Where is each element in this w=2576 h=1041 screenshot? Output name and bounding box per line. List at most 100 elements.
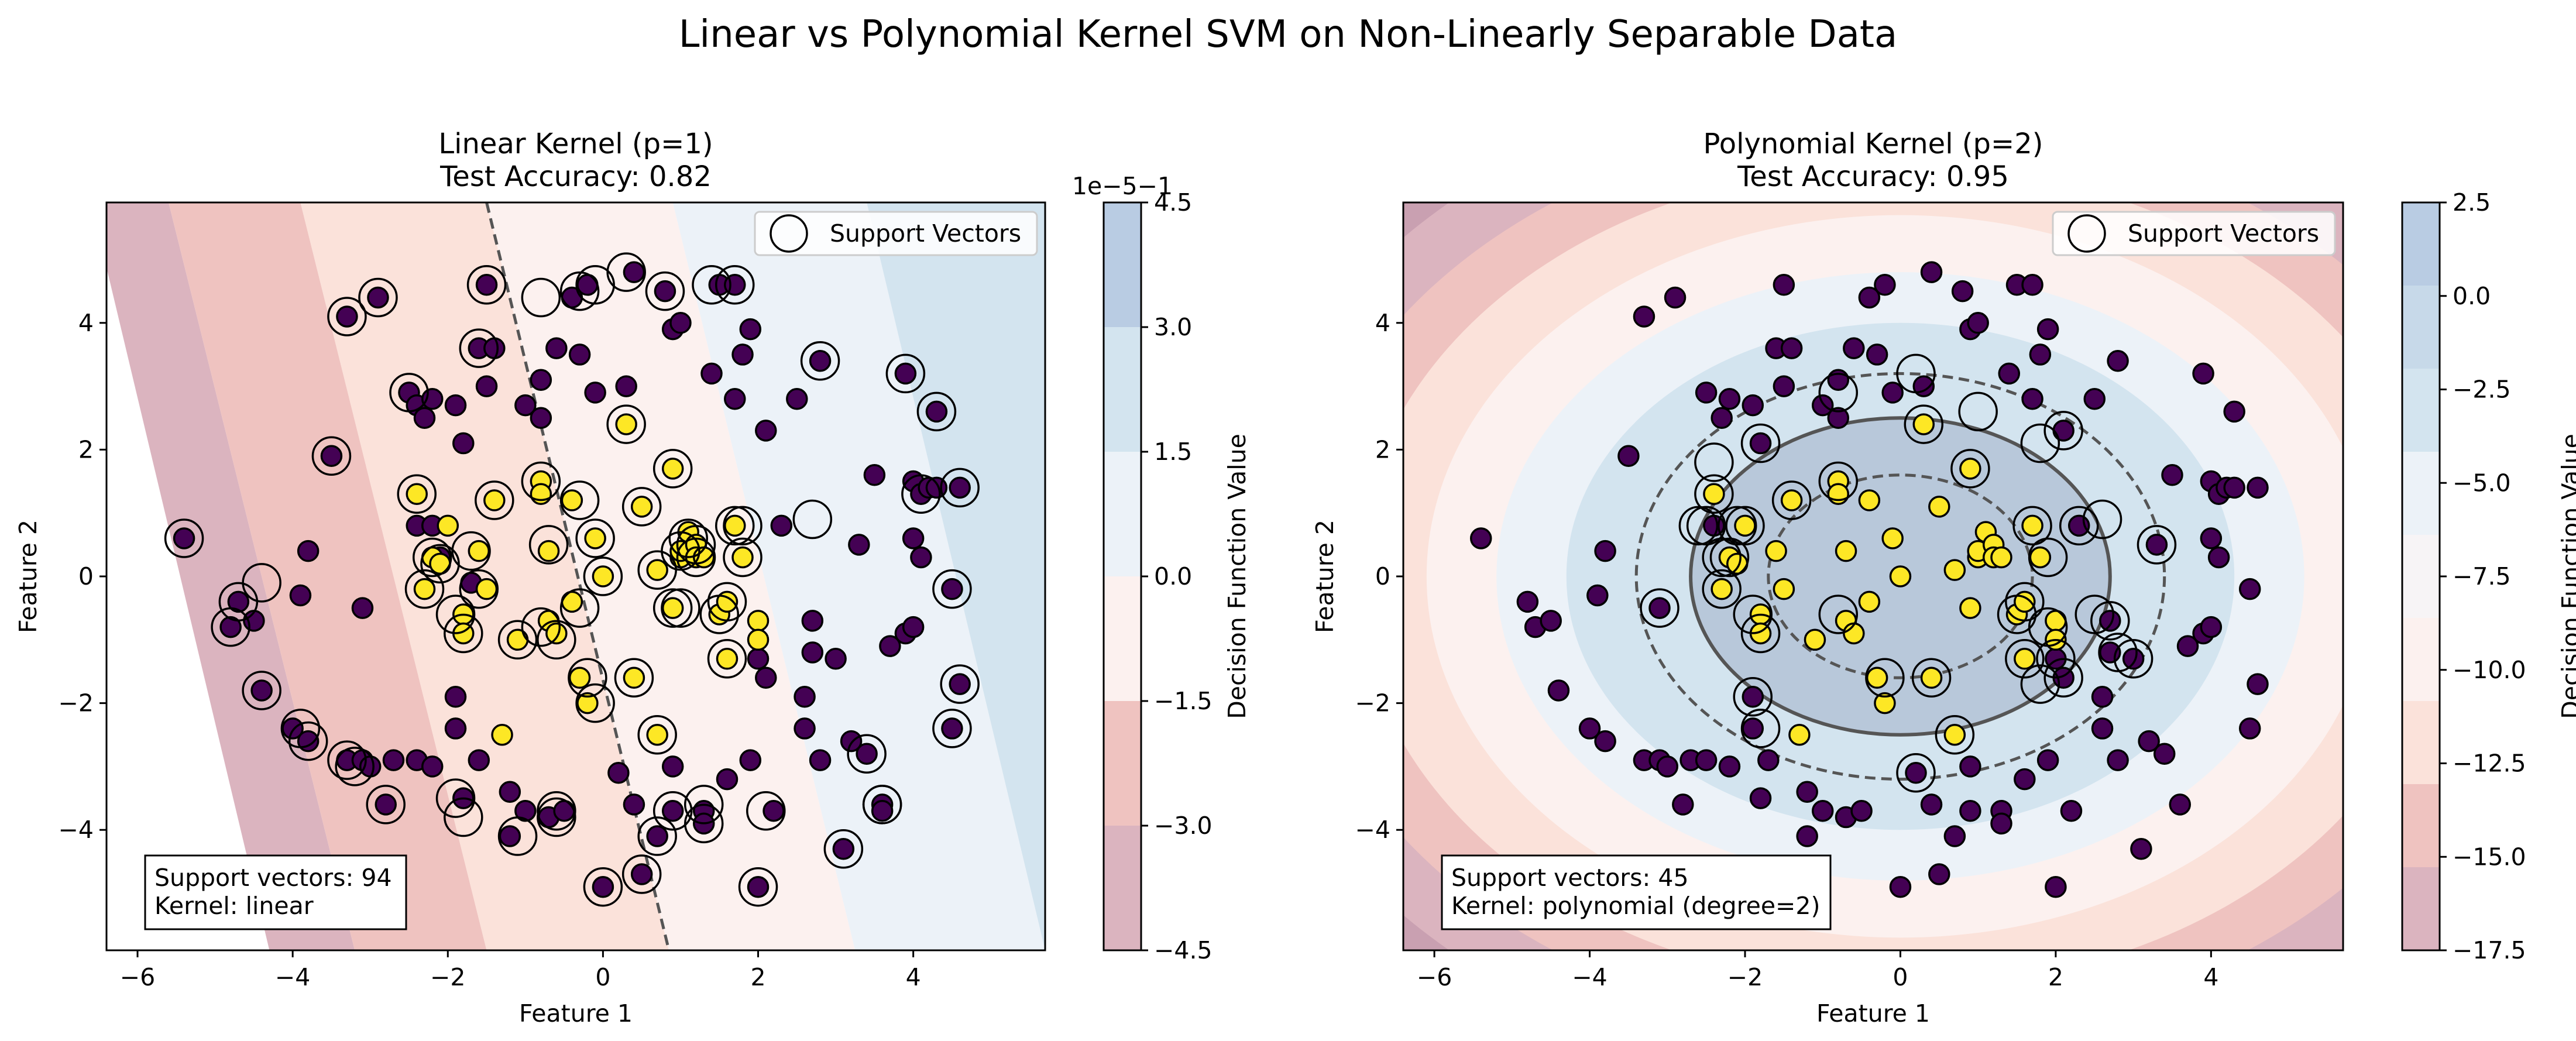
- data-point-class-0: [2060, 799, 2083, 822]
- data-point-class-0: [2153, 743, 2176, 765]
- support-vector-marker: [792, 499, 833, 540]
- data-point-class-0: [444, 686, 467, 708]
- data-point-class-0: [1757, 749, 1780, 771]
- panel-title: Linear Kernel (p=1): [438, 128, 713, 160]
- colorbar-tick-label: −4.5: [1154, 936, 1213, 964]
- data-point-class-0: [2014, 768, 2036, 791]
- decision-boundary: [485, 202, 671, 950]
- data-point-class-1: [1835, 540, 1857, 562]
- data-point-class-0: [553, 799, 575, 822]
- support-vector-marker: [1740, 613, 1781, 654]
- support-vector-marker: [1678, 506, 1719, 546]
- support-vector-marker: [652, 449, 693, 489]
- y-axis-label: Feature 2: [1311, 520, 1339, 633]
- data-point-class-0: [514, 394, 537, 417]
- data-point-class-0: [794, 686, 816, 708]
- data-point-class-0: [1827, 407, 1850, 429]
- support-vector-marker: [652, 791, 693, 831]
- x-tick-label: −2: [430, 963, 465, 991]
- support-vector-marker: [1733, 595, 1773, 634]
- data-point-class-0: [801, 610, 824, 632]
- data-point-class-0: [1780, 337, 1803, 359]
- data-point-class-0: [1811, 394, 1834, 417]
- support-vector-marker: [583, 556, 623, 596]
- colorbar-tick-label: −1.5: [1154, 687, 1213, 715]
- y-tick-label: −2: [1355, 689, 1390, 717]
- data-point-class-0: [1594, 540, 1616, 562]
- data-point-class-0: [452, 432, 475, 455]
- support-vector-marker: [521, 461, 561, 501]
- data-point-class-0: [2052, 420, 2074, 442]
- data-point-class-0: [1695, 749, 1718, 771]
- data-point-class-1: [1788, 724, 1811, 746]
- data-point-class-0: [1656, 755, 1679, 778]
- support-vector-marker: [537, 797, 576, 837]
- data-point-class-0: [421, 755, 444, 778]
- y-tick-label: 2: [1375, 435, 1390, 463]
- data-point-class-1: [1928, 496, 1950, 518]
- data-point-class-0: [1469, 527, 1492, 549]
- colorbar: 2.5 0.0 −2.5 −5.0 −7.5 −10.0 −12.5 −15.0 −17.5 De…: [2401, 188, 2576, 964]
- support-vector-marker: [1702, 569, 1742, 609]
- data-point-class-0: [1998, 362, 2021, 385]
- data-point-class-0: [1742, 717, 1764, 740]
- colorbar-label: Decision Function Value: [2557, 434, 2576, 719]
- data-point-class-0: [359, 755, 382, 778]
- colorbar-band: [1104, 327, 1141, 452]
- y-tick-label: −4: [1355, 816, 1390, 844]
- data-point-class-0: [1796, 825, 1818, 847]
- x-tick-label: −2: [1727, 963, 1763, 991]
- data-point-class-1: [1858, 590, 1881, 613]
- colorbar-tick-label: −12.5: [2453, 750, 2526, 778]
- support-vector-marker: [661, 588, 700, 628]
- data-point-class-0: [475, 274, 498, 296]
- data-point-class-0: [1648, 597, 1671, 619]
- data-point-class-1: [747, 610, 770, 632]
- data-point-class-0: [1811, 799, 1834, 822]
- support-vector-marker: [1694, 474, 1734, 514]
- plot-area: [107, 202, 1045, 950]
- y-tick-label: 0: [1375, 562, 1390, 590]
- data-point-class-1: [1881, 527, 1904, 549]
- support-vector-marker: [497, 816, 538, 856]
- support-vector-marker: [497, 620, 538, 660]
- data-point-class-0: [444, 717, 467, 740]
- colorbar-tick-label: 4.5: [1154, 188, 1192, 217]
- data-point-class-0: [584, 382, 606, 404]
- legend: Support Vectors: [754, 211, 1038, 256]
- data-point-class-0: [1718, 387, 1741, 410]
- data-point-class-0: [2247, 673, 2269, 695]
- data-point-class-1: [429, 552, 451, 575]
- support-vector-marker: [676, 525, 716, 565]
- data-point-class-0: [739, 749, 762, 771]
- support-vector-marker: [1740, 709, 1781, 748]
- support-vector-marker: [2020, 664, 2060, 704]
- data-point-class-0: [1889, 875, 1912, 898]
- data-point-class-0: [2200, 527, 2223, 549]
- data-point-class-0: [902, 527, 925, 549]
- data-point-class-0: [2099, 610, 2121, 632]
- support-vector-marker: [621, 854, 662, 894]
- data-point-class-1: [584, 527, 606, 549]
- data-point-class-0: [2176, 635, 2199, 657]
- data-point-class-0: [351, 597, 374, 619]
- data-point-class-1: [1780, 489, 1803, 511]
- data-point-class-0: [646, 825, 668, 847]
- data-point-class-0: [1850, 799, 1873, 822]
- support-vector-marker: [444, 797, 483, 837]
- support-vector-marker: [211, 607, 250, 647]
- data-point-class-0: [2207, 546, 2230, 569]
- data-point-class-0: [1943, 825, 1966, 847]
- data-point-class-1: [1726, 552, 1749, 575]
- data-point-class-0: [801, 641, 824, 664]
- data-point-class-0: [700, 362, 723, 385]
- support-vector-marker: [1702, 537, 1742, 578]
- data-point-class-0: [1749, 787, 1772, 809]
- data-point-class-0: [879, 635, 901, 657]
- data-point-class-0: [2107, 749, 2129, 771]
- y-tick-label: 0: [78, 562, 94, 590]
- y-tick-label: 4: [78, 309, 94, 337]
- data-point-class-1: [615, 413, 637, 435]
- x-tick-label: 0: [595, 963, 610, 991]
